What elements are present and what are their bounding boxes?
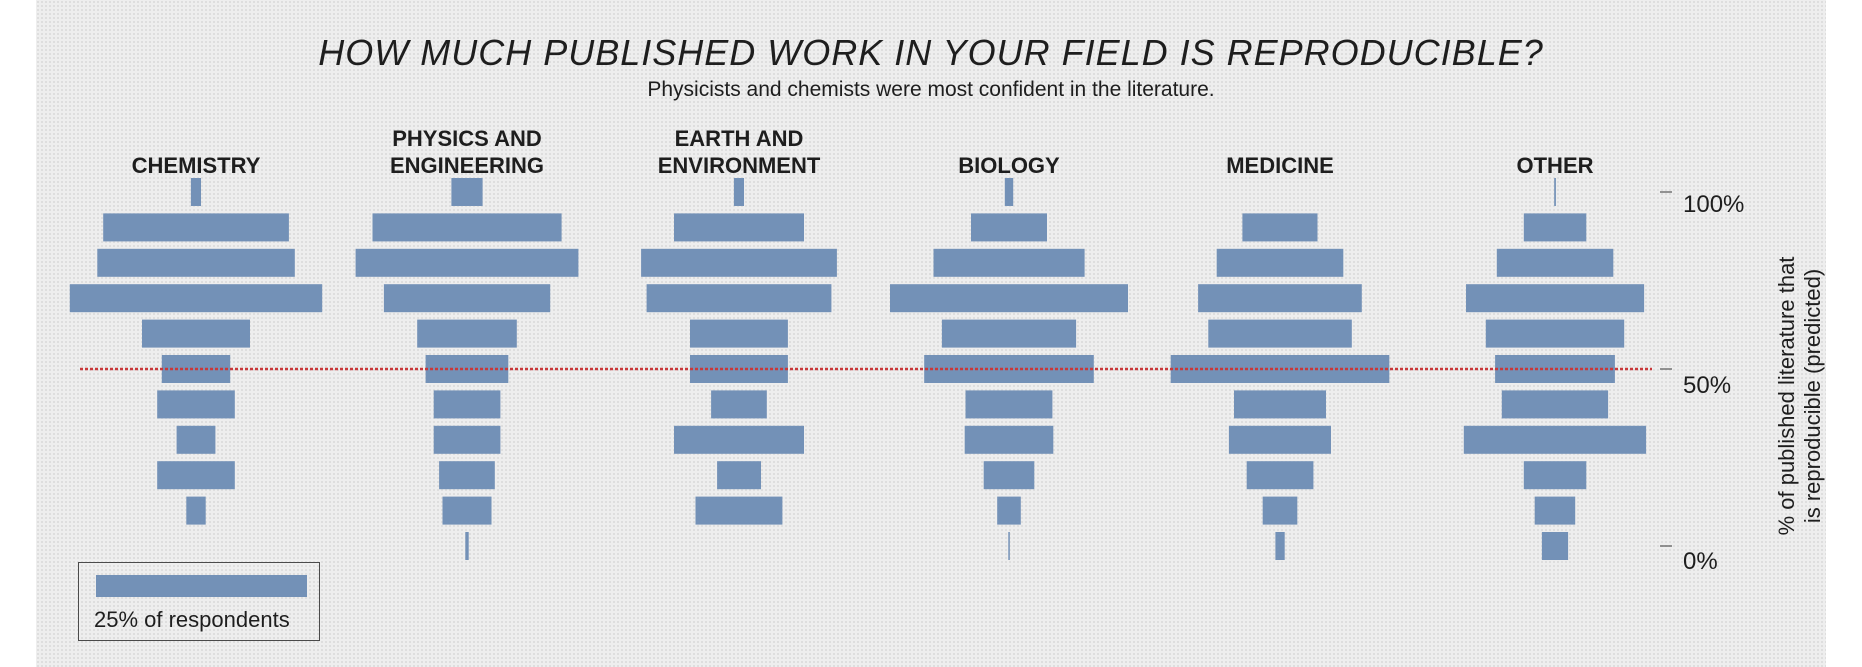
panel-title-other: OTHER — [1516, 153, 1594, 178]
panel-title-chemistry: CHEMISTRY — [131, 153, 261, 178]
bar-5-10 — [1541, 532, 1569, 560]
y-tick-label-50: 50% — [1683, 372, 1732, 399]
chart-subtitle: Physicists and chemists were most confid… — [647, 78, 1215, 101]
bar-3-4 — [941, 319, 1077, 348]
bar-3-6 — [965, 390, 1053, 419]
bar-2-9 — [695, 496, 783, 525]
bar-1-4 — [417, 319, 517, 348]
bar-3-2 — [933, 248, 1085, 277]
bar-2-6 — [711, 390, 767, 419]
bar-4-6 — [1234, 390, 1326, 419]
bar-2-3 — [646, 284, 832, 313]
bar-4-10 — [1275, 532, 1285, 560]
bar-5-0 — [1554, 178, 1556, 206]
bar-2-0 — [733, 178, 744, 206]
panel-title-physics-engineering: PHYSICS AND ENGINEERING — [389, 126, 545, 178]
bar-3-9 — [997, 496, 1021, 525]
bar-1-10 — [465, 532, 469, 560]
bar-3-1 — [971, 213, 1047, 242]
bar-5-6 — [1501, 390, 1609, 419]
bar-3-0 — [1004, 178, 1014, 206]
bar-0-6 — [157, 390, 235, 419]
bar-0-4 — [142, 319, 250, 348]
bar-1-0 — [451, 178, 483, 206]
bar-2-5 — [690, 355, 788, 383]
bar-5-2 — [1496, 248, 1614, 277]
bar-1-1 — [372, 213, 562, 242]
bar-2-4 — [690, 319, 788, 348]
panel-title-biology: BIOLOGY — [958, 153, 1060, 178]
bar-0-8 — [157, 461, 235, 490]
bar-4-9 — [1262, 496, 1298, 525]
bar-1-3 — [383, 284, 551, 313]
bar-2-1 — [674, 213, 804, 242]
bar-1-6 — [433, 390, 501, 419]
legend-label: 25% of respondents — [94, 607, 290, 632]
panel-title-earth-environment: EARTH AND ENVIRONMENT — [657, 126, 821, 178]
bar-0-9 — [186, 496, 206, 525]
bar-5-4 — [1485, 319, 1625, 348]
bar-2-7 — [674, 425, 804, 454]
bar-5-7 — [1463, 425, 1647, 454]
bar-2-2 — [641, 248, 837, 277]
bar-1-8 — [439, 461, 495, 490]
bar-3-10 — [1008, 532, 1010, 560]
bar-5-3 — [1466, 284, 1645, 313]
bar-1-9 — [442, 496, 492, 525]
legend-swatch — [96, 575, 307, 597]
bar-5-8 — [1523, 461, 1587, 490]
bar-4-2 — [1216, 248, 1344, 277]
bar-3-7 — [964, 425, 1054, 454]
bar-4-8 — [1246, 461, 1314, 490]
bar-0-2 — [97, 248, 295, 277]
bar-0-3 — [69, 284, 323, 313]
y-tick-label-100: 100% — [1683, 191, 1745, 218]
bar-1-7 — [433, 425, 501, 454]
bar-0-0 — [190, 178, 201, 206]
bar-2-8 — [717, 461, 761, 490]
bar-1-2 — [355, 248, 579, 277]
bar-0-7 — [176, 425, 216, 454]
bar-0-1 — [103, 213, 289, 242]
legend: 25% of respondents — [78, 562, 320, 641]
panel-title-medicine: MEDICINE — [1226, 153, 1334, 178]
bar-3-5 — [924, 355, 1094, 383]
bar-4-1 — [1242, 213, 1318, 242]
bar-5-9 — [1534, 496, 1576, 525]
y-tick-label-0: 0% — [1683, 548, 1718, 575]
chart-title: HOW MUCH PUBLISHED WORK IN YOUR FIELD IS… — [318, 32, 1544, 73]
bar-4-7 — [1228, 425, 1331, 454]
bar-3-8 — [983, 461, 1035, 490]
bar-4-4 — [1208, 319, 1352, 348]
bar-4-3 — [1198, 284, 1362, 313]
y-axis-label: % of published literature that is reprod… — [1774, 256, 1825, 536]
bar-3-3 — [890, 284, 1128, 313]
bar-5-1 — [1523, 213, 1587, 242]
